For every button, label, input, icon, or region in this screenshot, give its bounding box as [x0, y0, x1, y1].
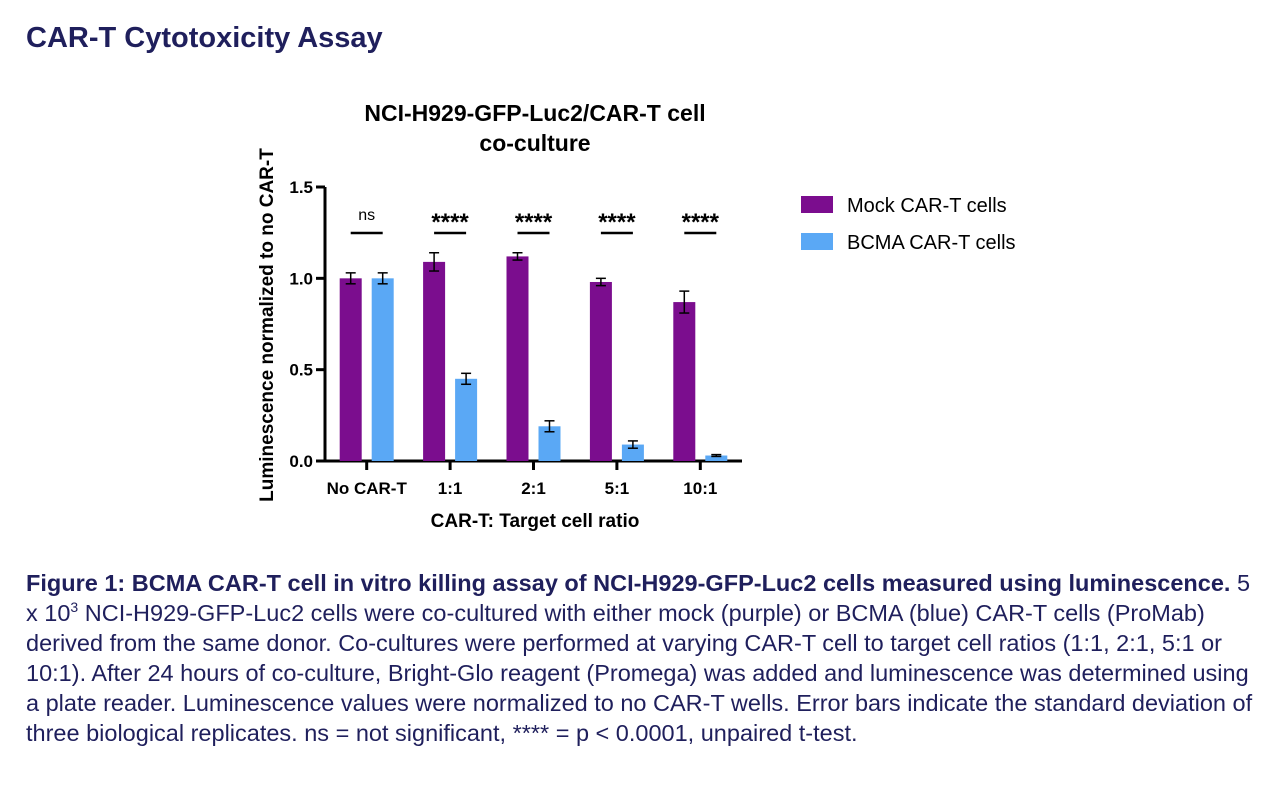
- significance-label: ns: [358, 207, 375, 224]
- y-tick-label: 0.0: [289, 452, 313, 471]
- bar-mock: [673, 302, 696, 461]
- caption-title: Figure 1: BCMA CAR-T cell in vitro killi…: [26, 570, 1231, 596]
- bar-mock: [506, 256, 529, 461]
- plot-area: 0.0 0.5 1.0 1.5 No CAR-T ns 1:1 **** 2:1 **** 5:1 *…: [289, 178, 742, 498]
- bar-bcma: [705, 455, 728, 461]
- bar-bcma: [538, 426, 561, 461]
- y-tick-label: 0.5: [289, 361, 313, 380]
- chart-title-line-2: co-culture: [479, 130, 590, 156]
- significance-label: ****: [515, 209, 553, 236]
- legend-label: BCMA CAR-T cells: [847, 232, 1016, 254]
- x-tick-label: 2:1: [521, 479, 546, 498]
- page-heading: CAR-T Cytotoxicity Assay: [26, 22, 383, 54]
- bar-chart: NCI-H929-GFP-Luc2/CAR-T cell co-culture …: [257, 100, 1016, 532]
- figure-caption: Figure 1: BCMA CAR-T cell in vitro killi…: [26, 568, 1256, 748]
- significance-label: ****: [682, 209, 720, 236]
- x-axis-label: CAR-T: Target cell ratio: [431, 511, 640, 532]
- x-tick-label: 10:1: [683, 479, 717, 498]
- y-axis-label: Luminescence normalized to no CAR-T: [257, 148, 278, 502]
- chart-title-line-1: NCI-H929-GFP-Luc2/CAR-T cell: [364, 100, 705, 126]
- x-tick-label: 5:1: [605, 479, 630, 498]
- legend-swatch: [801, 196, 833, 213]
- caption-text-start: 5 x 10: [26, 570, 1251, 626]
- y-tick-label: 1.5: [289, 178, 313, 197]
- bar-bcma: [621, 444, 644, 461]
- y-tick-label: 1.0: [289, 269, 313, 288]
- bar-mock: [339, 278, 362, 461]
- legend: Mock CAR-T cells BCMA CAR-T cells: [801, 195, 1016, 254]
- significance-label: ****: [598, 209, 636, 236]
- legend-swatch: [801, 233, 833, 250]
- significance-label: ****: [431, 209, 469, 236]
- bar-mock: [589, 281, 612, 461]
- caption-superscript: 3: [70, 599, 79, 616]
- caption-text-rest: NCI-H929-GFP-Luc2 cells were co-cultured…: [26, 600, 1253, 746]
- bar-bcma: [455, 378, 478, 461]
- legend-label: Mock CAR-T cells: [847, 195, 1007, 217]
- bar-mock: [423, 261, 446, 461]
- x-tick-label: 1:1: [438, 479, 463, 498]
- bar-bcma: [371, 278, 394, 461]
- x-tick-label: No CAR-T: [327, 479, 408, 498]
